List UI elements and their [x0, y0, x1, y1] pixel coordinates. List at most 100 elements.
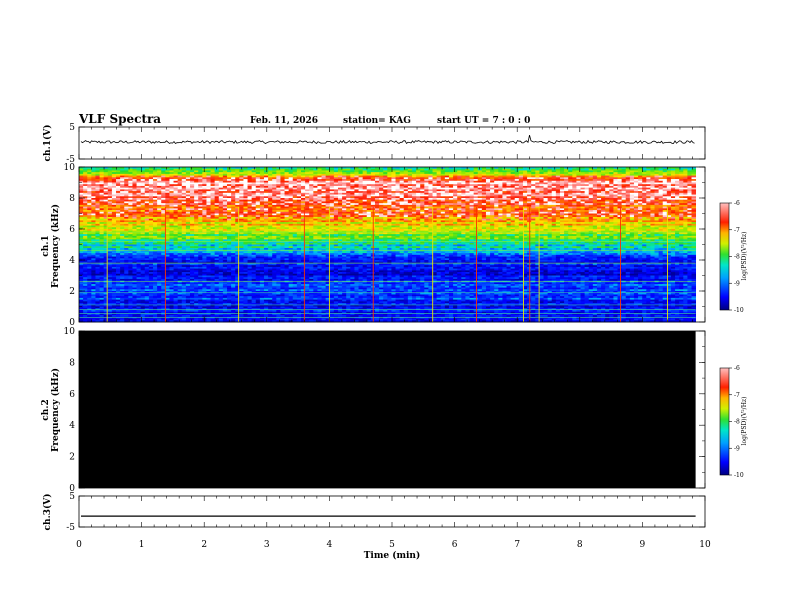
- spectrogram-cell: [194, 187, 199, 190]
- spectrogram-cell: [194, 192, 199, 195]
- spectrogram-cell: [670, 189, 676, 192]
- spectrogram-cell: [407, 168, 413, 171]
- spectrogram-cell: [395, 177, 401, 180]
- spectrogram-cell: [206, 170, 211, 173]
- spectrogram-cell: [243, 167, 248, 170]
- spectrogram-cell: [222, 192, 228, 195]
- spectrogram-cell: [477, 182, 483, 185]
- spectrogram-cell: [436, 173, 442, 177]
- spectrogram-cell: [485, 168, 491, 171]
- spectrogram-cell: [477, 184, 483, 187]
- spectrogram-cell: [358, 173, 364, 177]
- spectrogram-cell: [543, 187, 549, 190]
- spectrogram-cell: [564, 196, 569, 199]
- spectrogram-cell: [465, 194, 470, 197]
- spectrogram-cell: [506, 179, 512, 182]
- spectrogram-cell: [407, 196, 413, 199]
- spectrogram-cell: [321, 172, 327, 175]
- spectrogram-cell: [568, 194, 573, 197]
- spectrogram-cell: [473, 175, 479, 178]
- spectrogram-cell: [576, 168, 581, 171]
- spectrogram-cell: [485, 177, 491, 180]
- spectrogram-cell: [263, 175, 269, 178]
- spectrogram-cell: [432, 168, 438, 171]
- spectrogram-cell: [247, 191, 253, 194]
- spectrogram-cell: [132, 187, 137, 190]
- spectrogram-cell: [374, 189, 380, 192]
- spectrogram-cell: [259, 194, 265, 197]
- spectrogram-cell: [161, 191, 166, 194]
- spectrogram-cell: [165, 170, 170, 173]
- spectrogram-cell: [366, 192, 372, 195]
- spectrogram-cell: [580, 180, 586, 183]
- spectrogram-cell: [218, 187, 224, 190]
- spectrogram-cell: [214, 173, 220, 177]
- spectrogram-cell: [564, 185, 569, 189]
- spectrogram-cell: [383, 175, 388, 178]
- spectrogram-cell: [235, 198, 240, 201]
- spectrogram-cell: [173, 192, 179, 195]
- spectrogram-cell: [547, 180, 553, 183]
- spectrogram-cell: [87, 168, 92, 171]
- spectrogram-cell: [231, 187, 236, 190]
- spectrogram-cell: [395, 180, 401, 183]
- spectrogram-cell: [465, 189, 470, 192]
- spectrogram-cell: [551, 187, 557, 190]
- spectrogram-cell: [120, 184, 125, 187]
- spectrogram-cell: [527, 177, 532, 180]
- spectrogram-cell: [490, 187, 495, 190]
- spectrogram-cell: [239, 194, 244, 197]
- spectrogram-cell: [206, 167, 211, 170]
- spectrogram-cell: [642, 189, 647, 192]
- spectrogram-cell: [255, 191, 261, 194]
- spectrogram-cell: [222, 198, 228, 201]
- spectrogram-cell: [251, 170, 257, 173]
- spectrogram-cell: [370, 189, 376, 192]
- spectrogram-cell: [683, 182, 688, 185]
- spectrogram-cell: [691, 173, 697, 177]
- spectrogram-cell: [679, 187, 684, 190]
- spectrogram-cell: [662, 173, 668, 177]
- spectrogram-cell: [428, 189, 433, 192]
- spectrogram-cell: [288, 184, 294, 187]
- spectrogram-cell: [592, 179, 598, 182]
- spectrogram-cell: [448, 180, 454, 183]
- spectrogram-cell: [317, 196, 322, 199]
- spectrogram-cell: [194, 167, 199, 170]
- spectrogram-cell: [157, 192, 162, 195]
- spectrogram-cell: [140, 182, 146, 185]
- spectrogram-cell: [547, 168, 553, 171]
- spectrogram-cell: [103, 196, 109, 199]
- spectrogram-cell: [185, 184, 191, 187]
- spectrogram-cell: [79, 185, 84, 189]
- spectrogram-cell: [95, 184, 100, 187]
- spectrogram-cell: [580, 187, 586, 190]
- spectrogram-cell: [116, 189, 121, 192]
- spectrogram-cell: [670, 177, 676, 180]
- spectrogram-cell: [296, 191, 302, 194]
- spectrogram-cell: [465, 167, 470, 170]
- spectrogram-cell: [305, 189, 310, 192]
- spectrogram-cell: [683, 168, 688, 171]
- spectrogram-cell: [111, 185, 117, 189]
- spectrogram-cell: [358, 184, 364, 187]
- spectrogram-cell: [259, 191, 265, 194]
- spectrogram-cell: [161, 170, 166, 173]
- spectrogram-cell: [91, 168, 96, 171]
- spectrogram-cell: [407, 194, 413, 197]
- spectrogram-cell: [136, 168, 142, 171]
- spectrogram-cell: [198, 170, 203, 173]
- spectrogram-cell: [379, 189, 384, 192]
- spectrogram-cell: [300, 191, 306, 194]
- spectrogram-cell: [485, 167, 491, 170]
- spectrogram-cell: [658, 192, 664, 195]
- spectrogram-cell: [510, 167, 516, 170]
- spectrogram-cell: [395, 189, 401, 192]
- spectrogram-cell: [321, 170, 327, 173]
- spectrogram-cell: [444, 187, 450, 190]
- spectrogram-cell: [165, 179, 170, 182]
- spectrogram-cell: [465, 185, 470, 189]
- spectrogram-cell: [251, 192, 257, 195]
- spectrogram-cell: [395, 184, 401, 187]
- spectrogram-cell: [280, 182, 285, 185]
